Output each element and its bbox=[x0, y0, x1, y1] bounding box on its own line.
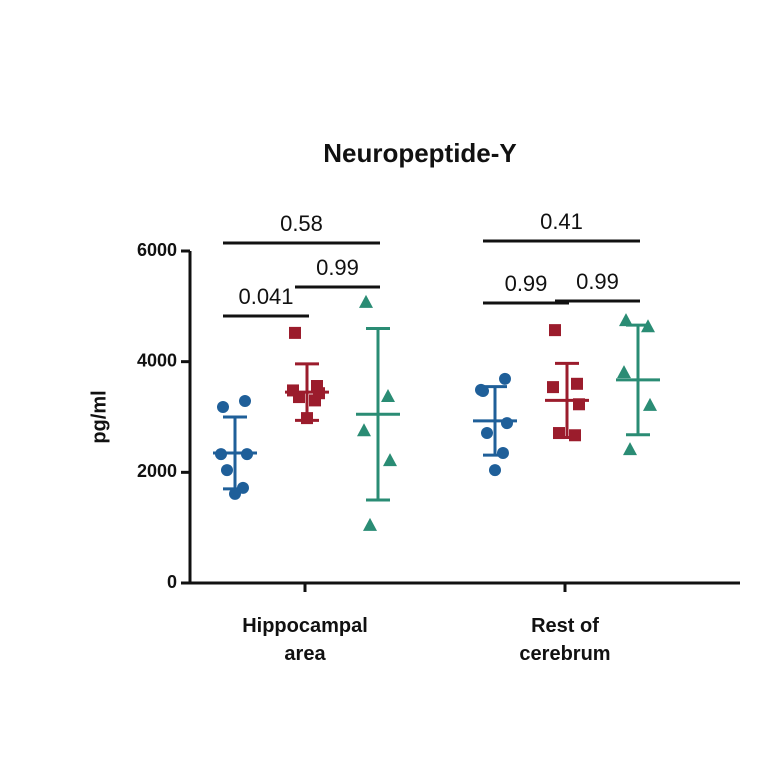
data-point bbox=[549, 324, 561, 337]
data-point bbox=[573, 398, 585, 411]
data-point bbox=[309, 394, 321, 407]
data-point bbox=[221, 464, 233, 477]
p-value: 0.99 bbox=[505, 271, 548, 296]
data-point bbox=[359, 294, 373, 308]
data-point bbox=[475, 383, 487, 396]
data-point bbox=[571, 377, 583, 390]
data-point bbox=[489, 464, 501, 477]
data-point bbox=[293, 391, 305, 404]
data-point bbox=[217, 401, 229, 414]
data-point bbox=[381, 388, 395, 402]
y-axis-label: pg/ml bbox=[88, 390, 110, 443]
data-point bbox=[619, 313, 633, 327]
chart-title: Neuropeptide-Y bbox=[323, 138, 517, 168]
data-point bbox=[289, 326, 301, 339]
p-value: 0.041 bbox=[238, 284, 293, 309]
data-point bbox=[499, 372, 511, 385]
data-point bbox=[623, 442, 637, 456]
data-point bbox=[481, 427, 493, 440]
data-point bbox=[643, 397, 657, 411]
data-point bbox=[229, 487, 241, 500]
y-tick-label: 2000 bbox=[137, 461, 177, 481]
data-point bbox=[215, 448, 227, 461]
y-tick-label: 6000 bbox=[137, 240, 177, 260]
x-tick-label: Rest of cerebrum bbox=[519, 615, 611, 665]
p-value: 0.41 bbox=[540, 209, 583, 234]
y-tick-label: 4000 bbox=[137, 350, 177, 370]
data-point bbox=[569, 429, 581, 442]
p-value: 0.99 bbox=[576, 269, 619, 294]
data-point bbox=[357, 423, 371, 437]
data-point bbox=[363, 517, 377, 531]
data-point bbox=[617, 365, 631, 379]
data-point bbox=[383, 453, 397, 467]
data-point bbox=[497, 446, 509, 459]
data-point bbox=[241, 448, 253, 461]
p-value: 0.99 bbox=[316, 255, 359, 280]
x-tick-label: Hippocampal area bbox=[242, 615, 368, 665]
data-point bbox=[547, 381, 559, 394]
data-point bbox=[301, 412, 313, 425]
data-point bbox=[553, 427, 565, 440]
y-tick-label: 0 bbox=[167, 572, 177, 592]
data-point bbox=[641, 319, 655, 333]
data-point bbox=[501, 417, 513, 430]
p-value: 0.58 bbox=[280, 211, 323, 236]
data-point bbox=[239, 394, 251, 407]
